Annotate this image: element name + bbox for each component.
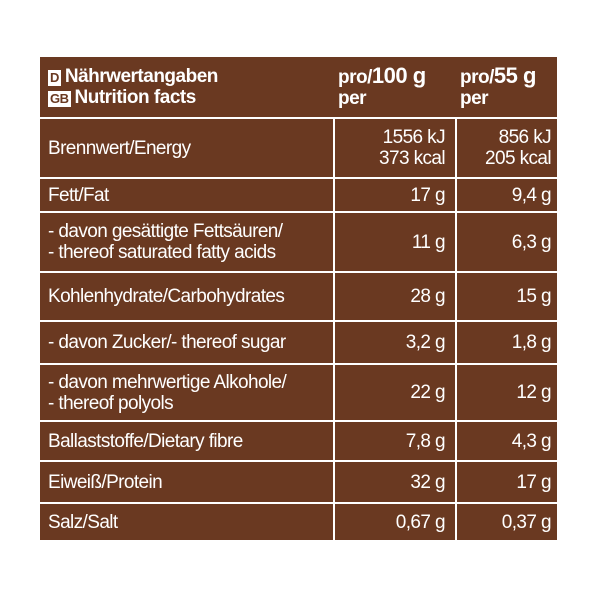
- text-line: 22 g: [410, 382, 445, 403]
- row-label: - davon Zucker/- thereof sugar: [48, 322, 333, 363]
- row-label: Ballaststoffe/Dietary fibre: [48, 422, 333, 460]
- text-line: Eiweiß/Protein: [48, 471, 163, 493]
- pro: pro/: [338, 67, 372, 88]
- text-line: Brennwert/Energy: [48, 137, 191, 159]
- title-line: D Nährwertangaben: [48, 66, 333, 87]
- text-line: 6,3 g: [511, 231, 552, 253]
- text-line: 28 g: [410, 286, 445, 307]
- text-line: Ballaststoffe/Dietary fibre: [48, 430, 243, 452]
- value-cell: 11 g: [333, 213, 455, 271]
- text-line: 32 g: [410, 471, 445, 493]
- text-line: 1,8 g: [511, 332, 552, 353]
- text-line: - davon mehrwertige Alkohole/: [48, 371, 287, 393]
- value-cell: 15 g: [455, 273, 557, 320]
- text-line: 12 g: [516, 382, 551, 403]
- title: Nutrition facts: [74, 87, 197, 108]
- value-cell: 856 kJ 205 kcal: [455, 119, 557, 177]
- row-label: Eiweiß/Protein: [48, 462, 333, 502]
- text-line: 373 kcal: [379, 148, 446, 169]
- row-label: Fett/Fat: [48, 179, 333, 211]
- text-line: Fett/Fat: [48, 184, 109, 206]
- col-header: pro/100 g per: [338, 57, 458, 117]
- text-line: 1556 kJ: [382, 127, 446, 148]
- text-line: 0,67 g: [395, 511, 446, 533]
- amount: 55 g: [493, 63, 537, 88]
- table-row: Fett/Fat 17 g 9,4 g: [40, 177, 557, 211]
- row-label: - davon gesättigte Fettsäuren/- thereof …: [48, 213, 333, 271]
- text-line: - thereof saturated fatty acids: [48, 242, 276, 263]
- text-line: Salz/Salt: [48, 511, 118, 533]
- table-row: Ballaststoffe/Dietary fibre 7,8 g 4,3 g: [40, 420, 557, 460]
- per: per: [460, 88, 489, 109]
- lang-badge: D: [48, 70, 61, 86]
- table-row: Kohlenhydrate/Carbohydrates 28 g 15 g: [40, 271, 557, 320]
- value-cell: 0,37 g: [455, 504, 557, 540]
- text-line: 205 kcal: [485, 148, 552, 169]
- table-row: Eiweiß/Protein 32 g 17 g: [40, 460, 557, 502]
- value-cell: 17 g: [333, 179, 455, 211]
- table-row: - davon gesättigte Fettsäuren/- thereof …: [40, 211, 557, 271]
- value-cell: 3,2 g: [333, 322, 455, 363]
- table-row: Brennwert/Energy 1556 kJ 373 kcal 856 kJ 205…: [40, 117, 557, 177]
- value-cell: 28 g: [333, 273, 455, 320]
- col-header: pro/55 g per: [460, 57, 557, 117]
- value-cell: 1556 kJ 373 kcal: [333, 119, 455, 177]
- text-line: 11 g: [411, 231, 446, 253]
- table-row: - davon mehrwertige Alkohole/- thereof p…: [40, 363, 557, 420]
- pro: pro/: [460, 67, 494, 88]
- title-line: GB Nutrition facts: [48, 87, 333, 108]
- text-line: Kohlenhydrate/Carbohydrates: [48, 286, 285, 307]
- value-cell: 9,4 g: [455, 179, 557, 211]
- table-row: - davon Zucker/- thereof sugar 3,2 g 1,8 g: [40, 320, 557, 363]
- value-cell: 4,3 g: [455, 422, 557, 460]
- row-label: Kohlenhydrate/Carbohydrates: [48, 273, 333, 320]
- value-cell: 1,8 g: [455, 322, 557, 363]
- value-cell: 22 g: [333, 365, 455, 420]
- text-line: 17 g: [410, 184, 445, 206]
- text-line: - davon gesättigte Fettsäuren/: [48, 221, 283, 242]
- per: per: [338, 88, 367, 109]
- header-titles: D Nährwertangaben GB Nutrition facts: [48, 57, 333, 117]
- text-line: 3,2 g: [405, 332, 446, 353]
- text-line: 0,37 g: [501, 511, 552, 533]
- text-line: 4,3 g: [511, 430, 552, 452]
- col-header-line: pro/100 g: [338, 63, 458, 89]
- value-cell: 32 g: [333, 462, 455, 502]
- value-cell: 17 g: [455, 462, 557, 502]
- row-label: Salz/Salt: [48, 504, 333, 540]
- value-cell: 6,3 g: [455, 213, 557, 271]
- text-line: - thereof polyols: [48, 392, 174, 414]
- header-row: D Nährwertangaben GB Nutrition facts pro/1…: [40, 57, 557, 117]
- value-cell: 7,8 g: [333, 422, 455, 460]
- title: Nährwertangaben: [64, 66, 218, 87]
- col-header-line: pro/55 g: [460, 63, 557, 89]
- row-label: - davon mehrwertige Alkohole/- thereof p…: [48, 365, 333, 420]
- text-line: 7,8 g: [405, 430, 446, 452]
- text-line: 9,4 g: [511, 184, 552, 206]
- lang-badge: GB: [48, 91, 71, 107]
- text-line: 17 g: [516, 471, 551, 493]
- amount: 100 g: [371, 63, 426, 88]
- table-row: Salz/Salt 0,67 g 0,37 g: [40, 502, 557, 540]
- text-line: 15 g: [516, 286, 551, 307]
- value-cell: 0,67 g: [333, 504, 455, 540]
- text-line: - davon Zucker/- thereof sugar: [48, 332, 286, 353]
- row-label: Brennwert/Energy: [48, 119, 333, 177]
- value-cell: 12 g: [455, 365, 557, 420]
- text-line: 856 kJ: [498, 127, 552, 148]
- nutrition-table: D Nährwertangaben GB Nutrition facts pro/1…: [40, 57, 557, 540]
